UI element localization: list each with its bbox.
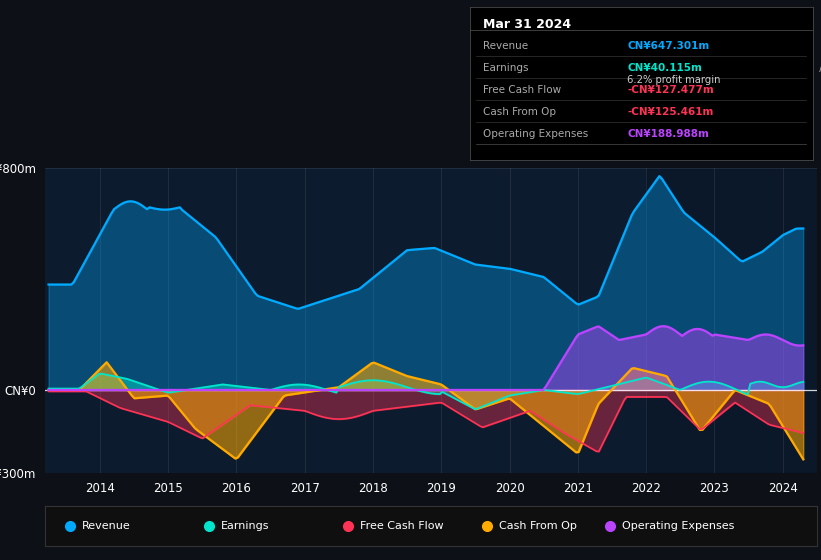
Text: CN¥188.988m: CN¥188.988m	[627, 129, 709, 139]
Text: CN¥40.115m: CN¥40.115m	[627, 63, 702, 73]
Text: Operating Expenses: Operating Expenses	[484, 129, 589, 139]
Text: -CN¥127.477m: -CN¥127.477m	[627, 85, 714, 95]
Text: -CN¥125.461m: -CN¥125.461m	[627, 107, 713, 117]
Text: Cash From Op: Cash From Op	[499, 521, 577, 531]
Text: Free Cash Flow: Free Cash Flow	[484, 85, 562, 95]
Text: Revenue: Revenue	[484, 41, 529, 51]
Text: Earnings: Earnings	[221, 521, 269, 531]
Text: /yr: /yr	[816, 63, 821, 73]
Bar	[646, 168, 817, 473]
Text: CN¥647.301m: CN¥647.301m	[627, 41, 709, 51]
Text: Earnings: Earnings	[484, 63, 529, 73]
Text: Revenue: Revenue	[82, 521, 131, 531]
Text: Mar 31 2024: Mar 31 2024	[484, 18, 571, 31]
Text: Free Cash Flow: Free Cash Flow	[360, 521, 443, 531]
Text: Operating Expenses: Operating Expenses	[622, 521, 735, 531]
Text: 6.2% profit margin: 6.2% profit margin	[627, 75, 721, 85]
Text: Cash From Op: Cash From Op	[484, 107, 557, 117]
